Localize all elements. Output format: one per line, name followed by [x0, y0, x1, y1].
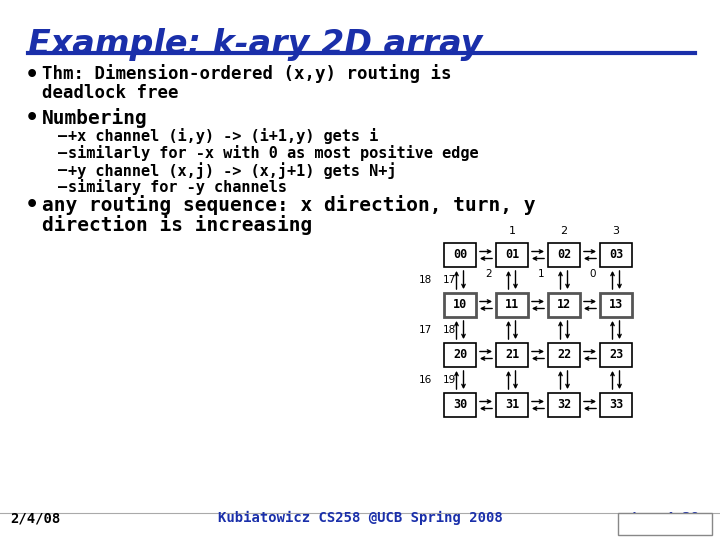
- Text: Thm: Dimension-ordered (x,y) routing is: Thm: Dimension-ordered (x,y) routing is: [42, 64, 451, 83]
- Text: 01: 01: [505, 248, 519, 261]
- Text: 21: 21: [505, 348, 519, 361]
- Text: 10: 10: [453, 299, 467, 312]
- Bar: [548, 393, 580, 417]
- Text: direction is increasing: direction is increasing: [42, 215, 312, 235]
- Text: 23: 23: [609, 348, 623, 361]
- Bar: [496, 343, 528, 367]
- Text: Numbering: Numbering: [42, 108, 148, 128]
- Text: 22: 22: [557, 348, 571, 361]
- Bar: [600, 393, 632, 417]
- Text: 16: 16: [419, 375, 432, 385]
- Text: 02: 02: [557, 248, 571, 261]
- Bar: [496, 243, 528, 267]
- Bar: [548, 243, 580, 267]
- Text: 13: 13: [609, 299, 623, 312]
- Text: 17: 17: [443, 275, 456, 285]
- Text: 03: 03: [609, 248, 623, 261]
- Text: 2/4/08: 2/4/08: [10, 511, 60, 525]
- Text: similary for -y channels: similary for -y channels: [68, 179, 287, 195]
- Bar: [444, 293, 476, 317]
- Text: –: –: [58, 145, 67, 160]
- Text: Lec 4.38: Lec 4.38: [631, 511, 698, 525]
- Text: •: •: [25, 108, 40, 128]
- Bar: [444, 343, 476, 367]
- Text: 3: 3: [613, 226, 619, 236]
- Text: 1: 1: [508, 226, 516, 236]
- Text: 19: 19: [443, 375, 456, 385]
- Text: 0: 0: [590, 269, 596, 279]
- Text: •: •: [25, 195, 40, 215]
- Text: 30: 30: [453, 399, 467, 411]
- Text: Example: k-ary 2D array: Example: k-ary 2D array: [28, 28, 482, 61]
- Text: 2: 2: [486, 269, 492, 279]
- Text: similarly for -x with 0 as most positive edge: similarly for -x with 0 as most positive…: [68, 145, 479, 161]
- Text: 18: 18: [443, 325, 456, 335]
- Bar: [496, 293, 528, 317]
- Text: +y channel (x,j) -> (x,j+1) gets N+j: +y channel (x,j) -> (x,j+1) gets N+j: [68, 162, 397, 179]
- Text: •: •: [25, 65, 40, 85]
- Text: –: –: [58, 128, 67, 143]
- Text: –: –: [58, 179, 67, 194]
- Bar: [600, 343, 632, 367]
- Text: 33: 33: [609, 399, 623, 411]
- Bar: [496, 393, 528, 417]
- Text: 1: 1: [538, 269, 544, 279]
- Text: 12: 12: [557, 299, 571, 312]
- Bar: [618, 513, 712, 535]
- Text: 17: 17: [419, 325, 432, 335]
- Text: 32: 32: [557, 399, 571, 411]
- Bar: [548, 293, 580, 317]
- Text: 00: 00: [453, 248, 467, 261]
- Bar: [548, 343, 580, 367]
- Text: any routing sequence: x direction, turn, y: any routing sequence: x direction, turn,…: [42, 195, 536, 215]
- Text: +x channel (i,y) -> (i+1,y) gets i: +x channel (i,y) -> (i+1,y) gets i: [68, 128, 378, 144]
- Bar: [444, 243, 476, 267]
- Text: deadlock free: deadlock free: [42, 84, 179, 102]
- Text: 31: 31: [505, 399, 519, 411]
- Bar: [444, 393, 476, 417]
- Text: 20: 20: [453, 348, 467, 361]
- Bar: [600, 293, 632, 317]
- Text: 2: 2: [560, 226, 567, 236]
- Bar: [600, 243, 632, 267]
- Text: –: –: [58, 162, 67, 177]
- Text: 11: 11: [505, 299, 519, 312]
- Text: Kubiatowicz CS258 @UCB Spring 2008: Kubiatowicz CS258 @UCB Spring 2008: [217, 511, 503, 525]
- Text: 18: 18: [419, 275, 432, 285]
